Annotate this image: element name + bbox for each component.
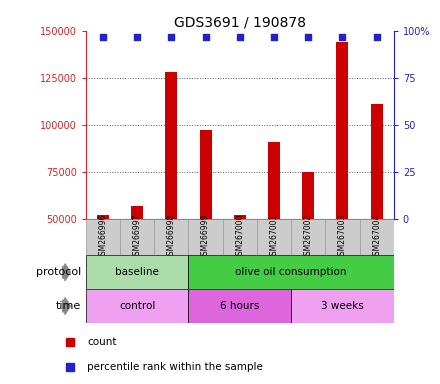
Text: count: count — [87, 337, 117, 347]
Text: 6 hours: 6 hours — [220, 301, 260, 311]
Bar — [291, 219, 325, 255]
Text: 3 weeks: 3 weeks — [321, 301, 364, 311]
Bar — [370, 104, 383, 219]
Bar — [302, 172, 314, 219]
Title: GDS3691 / 190878: GDS3691 / 190878 — [174, 16, 306, 30]
Bar — [165, 72, 177, 219]
Bar — [154, 219, 188, 255]
Bar — [325, 219, 359, 255]
Bar — [86, 255, 188, 289]
Point — [305, 34, 312, 40]
Point — [339, 34, 346, 40]
Bar — [188, 289, 291, 323]
Text: GSM266999: GSM266999 — [201, 214, 210, 260]
Bar — [337, 42, 348, 219]
Text: GSM266997: GSM266997 — [132, 214, 142, 260]
Bar — [291, 289, 394, 323]
Text: protocol: protocol — [36, 267, 81, 277]
Point — [373, 34, 380, 40]
Point — [236, 34, 243, 40]
Text: olive oil consumption: olive oil consumption — [235, 267, 347, 277]
Text: GSM266998: GSM266998 — [167, 214, 176, 260]
Bar — [268, 142, 280, 219]
Text: GSM267002: GSM267002 — [304, 214, 313, 260]
Text: percentile rank within the sample: percentile rank within the sample — [87, 362, 263, 372]
Bar — [234, 215, 246, 219]
Bar — [200, 131, 212, 219]
Point — [134, 34, 141, 40]
Text: GSM267004: GSM267004 — [372, 214, 381, 260]
Text: GSM267001: GSM267001 — [270, 214, 279, 260]
Text: control: control — [119, 301, 155, 311]
Bar — [120, 219, 154, 255]
Point — [168, 34, 175, 40]
Bar — [97, 215, 109, 219]
Text: time: time — [56, 301, 81, 311]
Bar — [131, 206, 143, 219]
FancyArrow shape — [63, 298, 70, 314]
Text: GSM267003: GSM267003 — [338, 214, 347, 260]
Bar — [188, 219, 223, 255]
Text: baseline: baseline — [115, 267, 159, 277]
Point — [99, 34, 106, 40]
Text: GSM266996: GSM266996 — [99, 214, 107, 260]
Text: GSM267000: GSM267000 — [235, 214, 244, 260]
FancyArrow shape — [63, 264, 70, 281]
Bar — [223, 219, 257, 255]
Bar — [86, 289, 188, 323]
Point — [202, 34, 209, 40]
Bar — [257, 219, 291, 255]
Point — [271, 34, 278, 40]
Bar — [86, 219, 120, 255]
Bar — [188, 255, 394, 289]
Bar — [359, 219, 394, 255]
